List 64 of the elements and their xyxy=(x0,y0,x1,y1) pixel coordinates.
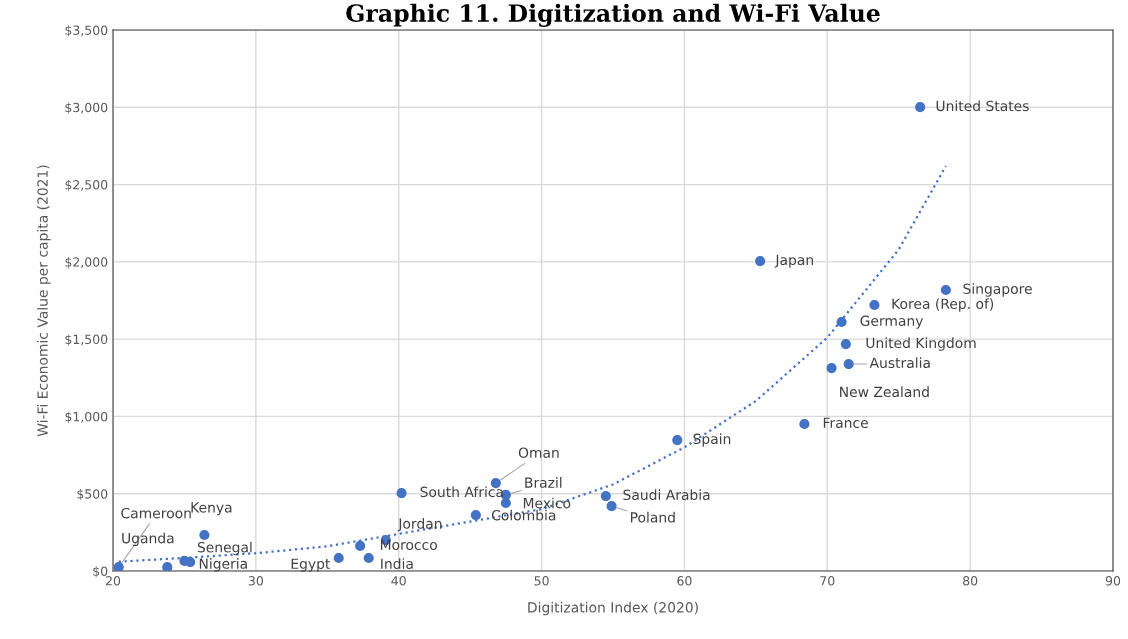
point xyxy=(185,556,196,568)
annotation: Morocco xyxy=(380,539,437,550)
x-tick-label: 30 xyxy=(248,576,263,586)
annotation: Senegal xyxy=(197,541,252,556)
annotation: South Africa xyxy=(420,486,503,498)
annotation: France xyxy=(823,417,868,429)
annotation: Korea (Rep. of) xyxy=(892,298,994,312)
y-tick-label: $500 xyxy=(77,488,108,501)
point xyxy=(672,434,683,446)
annotation: United States xyxy=(936,100,1029,112)
point xyxy=(470,509,481,521)
annotation: India xyxy=(381,558,413,569)
point xyxy=(396,488,407,499)
annotation: Poland xyxy=(630,511,675,523)
y-tick-label: $2,000 xyxy=(65,257,108,269)
annotation: Jordan xyxy=(397,518,442,532)
annotation: Spain xyxy=(693,433,731,447)
y-tick-label: $3,500 xyxy=(65,25,108,37)
point xyxy=(600,490,611,502)
point xyxy=(606,500,617,512)
point xyxy=(355,540,366,552)
annotation: Australia xyxy=(869,357,930,369)
point xyxy=(162,562,173,571)
point xyxy=(113,562,124,571)
annotation: Singapore xyxy=(963,283,1032,297)
y-tick-label: $1,000 xyxy=(65,411,108,424)
annotation: Germany xyxy=(860,315,924,329)
annotation: Oman xyxy=(518,447,559,458)
y-axis-title: Wi-Fi Economic Value per capita (2021) xyxy=(37,165,51,437)
annotation: United Kingdom xyxy=(866,337,976,351)
y-tick-label: $1,500 xyxy=(65,334,108,346)
x-axis-title: Digitization Index (2020) xyxy=(528,601,698,616)
point xyxy=(915,102,926,113)
point xyxy=(843,358,854,370)
point xyxy=(363,552,374,564)
point xyxy=(199,529,210,541)
y-tick-label: $2,500 xyxy=(65,179,108,192)
point xyxy=(755,255,766,267)
point xyxy=(869,299,880,311)
point xyxy=(333,552,344,564)
annotation: Brazil xyxy=(525,477,562,488)
annotation: Japan xyxy=(774,254,813,268)
x-tick-label: 70 xyxy=(820,576,835,586)
annotation: Cameroon xyxy=(121,507,191,519)
point xyxy=(840,339,851,350)
point xyxy=(799,418,810,430)
point xyxy=(826,362,837,374)
x-tick-label: 90 xyxy=(1105,576,1121,586)
y-tick-label: $0 xyxy=(93,566,108,578)
annotation: New Zealand xyxy=(840,386,929,398)
x-tick-label: 50 xyxy=(534,576,549,586)
x-tick-label: 60 xyxy=(677,576,692,586)
annotation: Kenya xyxy=(191,502,232,516)
x-tick-label: 40 xyxy=(391,576,406,586)
x-tick-label: 20 xyxy=(105,576,121,586)
annotation: Uganda xyxy=(122,532,174,547)
annotation: Egypt xyxy=(291,558,331,572)
y-tick-label: $3,000 xyxy=(65,102,108,114)
annotation: Saudi Arabia xyxy=(623,489,710,501)
point xyxy=(940,284,951,296)
chart-title: Graphic 11. Digitization and Wi-Fi Value xyxy=(346,3,880,27)
x-tick-label: 80 xyxy=(963,576,978,586)
annotation: Nigeria xyxy=(199,558,247,572)
point xyxy=(836,316,847,328)
